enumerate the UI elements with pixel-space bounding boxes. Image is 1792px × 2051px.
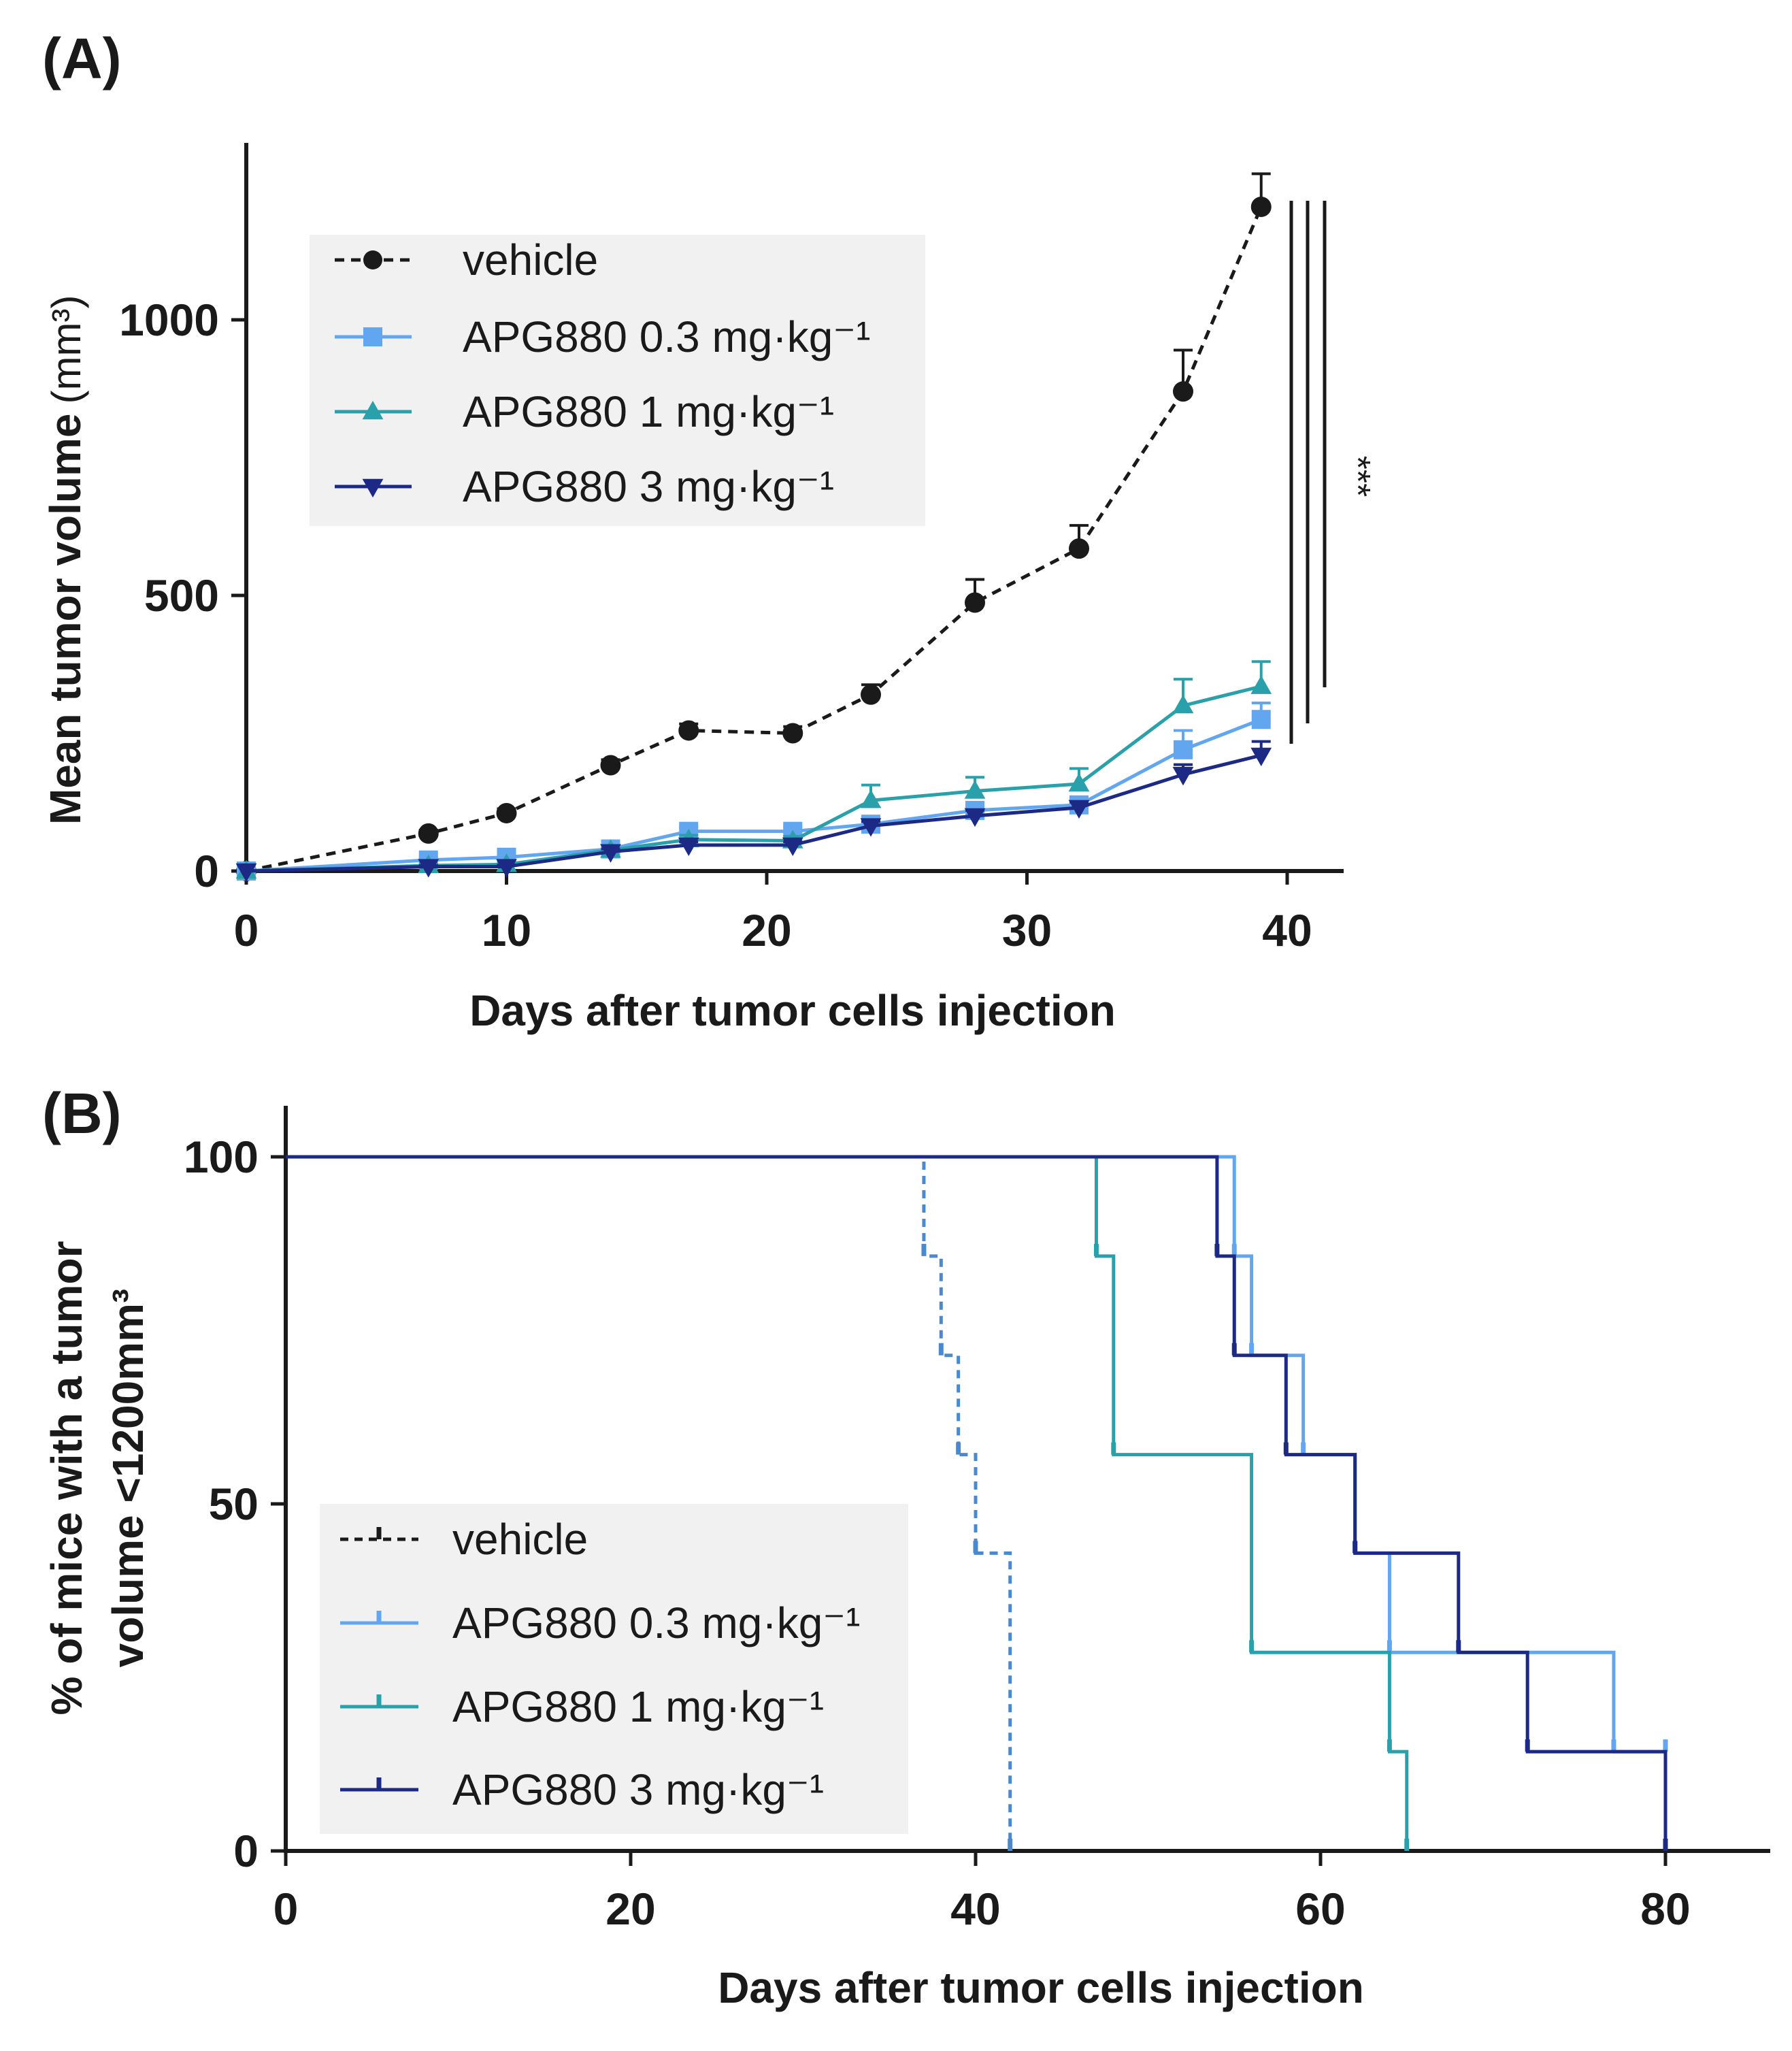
chart-a-data-point [782, 837, 803, 857]
chart-a-data-point [600, 755, 621, 776]
chart-a-legend-label: vehicle [463, 235, 598, 284]
chart-a-data-point [1068, 772, 1090, 792]
chart-b-legend-label: APG880 1 mg·kg⁻¹ [452, 1682, 824, 1731]
chart-b-x-title: Days after tumor cells injection [718, 1963, 1364, 2012]
chart-a-x-tick-label: 30 [1002, 905, 1052, 955]
chart-b-series [286, 1155, 1668, 1851]
chart-a-data-point [860, 818, 882, 837]
chart-b-y-tick-label: 100 [184, 1132, 259, 1182]
chart-a-data-point [1251, 710, 1271, 729]
chart-a-series-apg03 [237, 701, 1271, 881]
chart-a-data-point [782, 723, 803, 744]
chart-a-series-line [246, 685, 1262, 873]
chart-b-x-tick-label: 20 [605, 1884, 655, 1934]
chart-b-series-vehicle_km [286, 1155, 1013, 1851]
panel-label-a: (A) [42, 27, 122, 91]
chart-a-legend-box [310, 235, 925, 526]
chart-a-series-vehicle [236, 172, 1272, 881]
chart-a-x-tick-label: 20 [742, 905, 791, 955]
chart-a-legend-label: APG880 3 mg·kg⁻¹ [463, 462, 834, 511]
chart-b-y-tick-label: 50 [209, 1479, 259, 1529]
chart-b-x-tick-label: 0 [273, 1884, 299, 1934]
chart-a-data-point [235, 863, 257, 883]
chart-b: 0 20 40 60 80 0 50 100 Days after tumor cells i… [42, 1106, 1770, 2012]
chart-b-series-apg1 [286, 1155, 1410, 1851]
chart-b-x-tick-label: 60 [1295, 1884, 1345, 1934]
chart-a-legend-marker [362, 400, 384, 420]
chart-a-legend-label: APG880 1 mg·kg⁻¹ [463, 387, 834, 436]
chart-a-data-point [1173, 381, 1193, 402]
chart-a-x-tick-label: 10 [482, 905, 531, 955]
chart-a-legend-label: APG880 0.3 mg·kg⁻¹ [463, 312, 870, 361]
chart-b-y-tick-label: 0 [233, 1826, 259, 1876]
chart-a-data-point [1069, 538, 1089, 559]
chart-b-series-apg3 [286, 1155, 1668, 1851]
chart-a-x-tick-label: 40 [1262, 905, 1312, 955]
chart-b-ticks: 0 20 40 60 80 0 50 100 [184, 1132, 1691, 1934]
chart-b-y-title-line1: % of mice with a tumor [42, 1241, 91, 1716]
chart-b-step-line [286, 1155, 1409, 1851]
chart-a-y-tick-label: 0 [194, 846, 219, 896]
panel-label-b: (B) [42, 1081, 122, 1145]
chart-b-legend-label: APG880 0.3 mg·kg⁻¹ [452, 1598, 860, 1647]
chart-a-significance: *** [1338, 456, 1377, 497]
chart-a-data-point [1250, 675, 1272, 694]
chart-a-data-point [965, 592, 985, 613]
chart-a-data-point [861, 684, 881, 705]
chart-a-data-point [496, 802, 517, 823]
chart-b-step-line [286, 1155, 1667, 1851]
chart-b-y-title-line2: volume <1200mm³ [103, 1289, 152, 1668]
chart-a-y-title-main: Mean tumor volume [41, 413, 90, 825]
chart-a-series [235, 172, 1272, 883]
chart-a-data-point [600, 844, 621, 863]
chart-b-x-tick-label: 80 [1640, 1884, 1690, 1934]
chart-b-legend-label: vehicle [452, 1515, 588, 1564]
chart-a-data-point [418, 823, 439, 844]
chart-a-y-tick-label: 500 [144, 570, 219, 621]
chart-a-y-tick-label: 1000 [119, 295, 219, 345]
chart-b-x-tick-label: 40 [950, 1884, 1000, 1934]
chart-b-legend-box [320, 1504, 908, 1834]
chart-a-data-point [678, 720, 699, 741]
chart-a-data-point [860, 789, 882, 808]
chart-a-x-title: Days after tumor cells injection [469, 986, 1116, 1035]
chart-a-series-apg3 [235, 740, 1272, 883]
chart-a-data-point [496, 859, 517, 878]
chart-a-data-point [678, 837, 699, 857]
chart-a-legend-marker [362, 478, 384, 498]
chart-b-legend-label: APG880 3 mg·kg⁻¹ [452, 1765, 824, 1814]
chart-a-data-point [1250, 196, 1272, 217]
chart-a-data-point [964, 808, 986, 827]
chart-a-data-point [964, 780, 986, 799]
chart-a-data-point [1174, 740, 1193, 759]
chart-a-y-title-unit: (mm³) [44, 295, 89, 404]
chart-b-legend: vehicle APG880 0.3 mg·kg⁻¹ APG880 1 mg·kg⁻… [340, 1515, 860, 1814]
chart-a-data-point [1172, 694, 1194, 714]
chart-a-data-point [418, 859, 439, 878]
chart-a-legend-marker [363, 250, 382, 269]
chart-a-x-tick-label: 0 [234, 905, 259, 955]
chart-a-series-line [246, 717, 1262, 873]
chart-b-step-line [286, 1155, 1012, 1851]
chart-a: 0 10 20 30 40 0 500 1000 *** Days after tumor c… [41, 143, 1377, 1035]
chart-a-data-point [1172, 767, 1194, 786]
chart-a-legend: vehicle APG880 0.3 mg·kg⁻¹ APG880 1 mg·kg⁻… [335, 235, 870, 511]
chart-a-data-point [1250, 747, 1272, 766]
chart-a-y-title: Mean tumor volume (mm³) [41, 295, 90, 825]
chart-a-legend-marker [363, 327, 382, 346]
chart-a-series-line [246, 753, 1262, 873]
chart-a-data-point [1068, 800, 1090, 819]
